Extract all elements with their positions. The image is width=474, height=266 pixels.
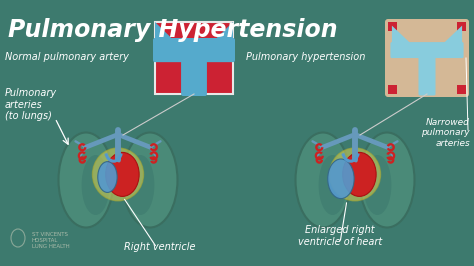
Text: Enlarged right
ventricle of heart: Enlarged right ventricle of heart	[298, 225, 382, 247]
FancyBboxPatch shape	[153, 38, 235, 62]
Ellipse shape	[364, 155, 392, 215]
Text: Pulmonary hypertension: Pulmonary hypertension	[246, 52, 365, 62]
Text: Pulmonary Hypertension: Pulmonary Hypertension	[8, 18, 337, 42]
Ellipse shape	[329, 148, 381, 201]
FancyBboxPatch shape	[385, 19, 469, 97]
FancyBboxPatch shape	[456, 85, 466, 94]
FancyBboxPatch shape	[388, 22, 466, 94]
Ellipse shape	[98, 162, 117, 192]
Polygon shape	[194, 22, 233, 49]
Polygon shape	[155, 22, 194, 49]
Text: ST VINCENTS
HOSPITAL
LUNG HEALTH: ST VINCENTS HOSPITAL LUNG HEALTH	[32, 232, 70, 249]
Text: Narrowed
pulmonary
arteries: Narrowed pulmonary arteries	[421, 118, 470, 148]
Ellipse shape	[343, 152, 376, 196]
Ellipse shape	[58, 132, 113, 227]
Ellipse shape	[82, 155, 109, 215]
FancyBboxPatch shape	[456, 22, 466, 31]
FancyBboxPatch shape	[391, 42, 464, 58]
FancyBboxPatch shape	[388, 22, 397, 31]
Ellipse shape	[127, 155, 155, 215]
Ellipse shape	[92, 148, 144, 201]
Text: Pulmonary
arteries
(to lungs): Pulmonary arteries (to lungs)	[5, 88, 57, 121]
Text: Normal pulmonary artery: Normal pulmonary artery	[5, 52, 129, 62]
Ellipse shape	[328, 159, 354, 199]
FancyBboxPatch shape	[155, 22, 233, 94]
Ellipse shape	[319, 155, 346, 215]
Polygon shape	[427, 26, 462, 52]
Ellipse shape	[122, 132, 177, 227]
Polygon shape	[392, 26, 427, 52]
Ellipse shape	[106, 152, 139, 196]
FancyBboxPatch shape	[388, 85, 397, 94]
Ellipse shape	[295, 132, 350, 227]
FancyBboxPatch shape	[419, 51, 436, 95]
FancyBboxPatch shape	[181, 47, 207, 96]
Ellipse shape	[359, 132, 414, 227]
Text: Right ventricle: Right ventricle	[124, 242, 196, 252]
